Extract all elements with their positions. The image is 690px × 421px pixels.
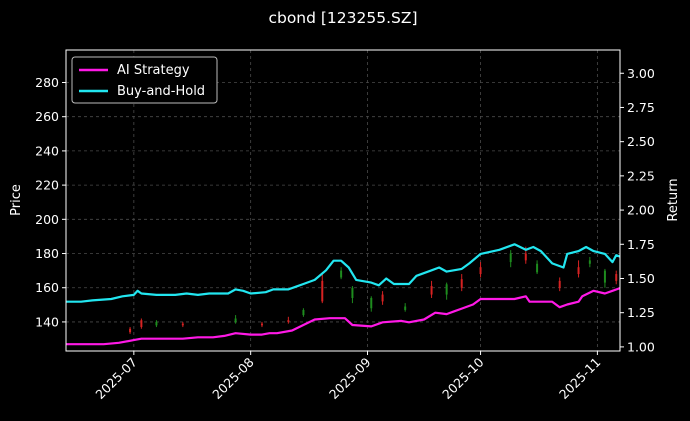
- candle-body: [129, 328, 132, 333]
- legend-label-buy-and-hold: Buy-and-Hold: [117, 84, 205, 99]
- candle-body: [524, 253, 527, 261]
- y-right-axis: 1.00 1.25 1.50 1.75 2.00 2.25 2.50 2.75 3.00: [620, 66, 655, 354]
- y-right-tick-label: 3.00: [627, 66, 655, 81]
- legend-box: [71, 56, 218, 104]
- y-right-label: Return: [666, 178, 681, 221]
- y-right-tick-label: 2.25: [627, 168, 655, 183]
- candle-body: [577, 267, 580, 275]
- y-left-tick-label: 180: [35, 246, 59, 261]
- y-left-label: Price: [9, 184, 24, 216]
- y-right-tick-label: 1.00: [627, 339, 655, 354]
- y-right-tick-label: 2.75: [627, 100, 655, 115]
- candle-body: [370, 297, 373, 309]
- candle-body: [287, 320, 290, 322]
- candle-body: [460, 279, 463, 288]
- y-left-tick-label: 220: [35, 178, 59, 193]
- y-right-tick-label: 2.00: [627, 203, 655, 218]
- y-left-tick-label: 240: [35, 143, 59, 158]
- plot-frame: [65, 49, 621, 352]
- series-line-ai-strategy: [66, 287, 621, 346]
- y-left-axis: 140 160 180 200 220 240 260 280: [35, 75, 66, 329]
- series-lines: [66, 243, 621, 346]
- candle-body: [615, 274, 618, 281]
- candle-body: [536, 263, 539, 273]
- candle-body: [430, 286, 433, 295]
- candle-body: [558, 280, 561, 288]
- y-right-tick-label: 1.25: [627, 305, 655, 320]
- y-left-tick-label: 200: [35, 212, 59, 227]
- grid: [66, 50, 620, 351]
- candle-body: [155, 321, 158, 326]
- y-right-tick-label: 1.50: [627, 271, 655, 286]
- y-right-tick-label: 2.50: [627, 134, 655, 149]
- candle-body: [445, 284, 448, 295]
- candle-body: [351, 287, 354, 298]
- candle-body: [302, 309, 305, 316]
- candle-body: [260, 323, 263, 326]
- legend: AI Strategy Buy-and-Hold: [71, 56, 218, 104]
- candle-body: [340, 270, 343, 278]
- candle-body: [603, 270, 606, 283]
- candle-body: [404, 306, 407, 310]
- chart-title: cbond [123255.SZ]: [268, 9, 417, 27]
- candle-body: [181, 323, 184, 326]
- y-left-tick-label: 160: [35, 280, 59, 295]
- candle-body: [140, 320, 143, 328]
- y-left-tick-label: 260: [35, 109, 59, 124]
- series-line-buy-and-hold: [66, 243, 621, 303]
- y-left-tick-label: 280: [35, 75, 59, 90]
- candle-body: [321, 280, 324, 302]
- candle-body: [588, 260, 591, 264]
- candle-body: [234, 318, 237, 322]
- candles: [129, 246, 618, 334]
- candle-body: [381, 294, 384, 302]
- candle-body: [509, 253, 512, 263]
- y-left-tick-label: 140: [35, 314, 59, 329]
- candle-body: [479, 267, 482, 275]
- y-right-tick-label: 1.75: [627, 237, 655, 252]
- legend-label-ai-strategy: AI Strategy: [117, 63, 190, 78]
